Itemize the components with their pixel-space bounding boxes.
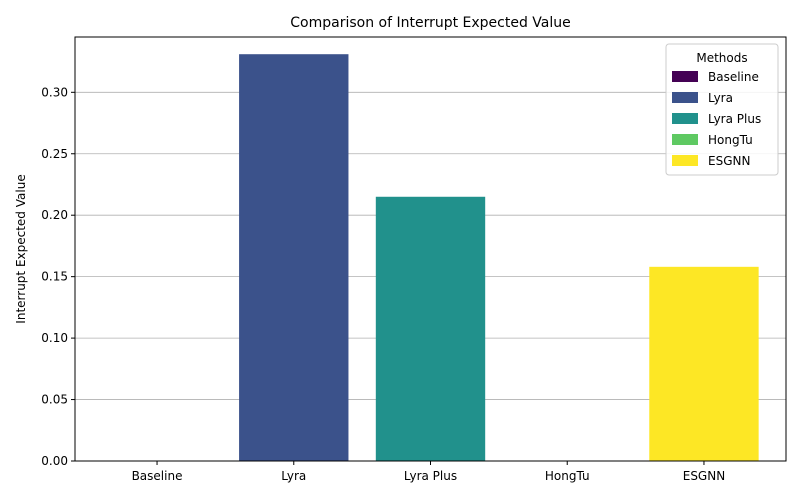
y-tick-label: 0.20	[41, 208, 68, 222]
legend-item-hongtu: HongTu	[672, 133, 753, 147]
y-tick-label: 0.25	[41, 147, 68, 161]
legend-item-lyra-plus: Lyra Plus	[672, 112, 761, 126]
legend-label: HongTu	[708, 133, 753, 147]
legend-title: Methods	[696, 51, 747, 65]
legend-item-baseline: Baseline	[672, 70, 759, 84]
y-tick-label: 0.10	[41, 331, 68, 345]
x-tick-label-lyra-plus: Lyra Plus	[404, 469, 457, 483]
bar-lyra-plus	[375, 196, 486, 461]
legend-swatch	[672, 113, 698, 124]
x-tick-label-hongtu: HongTu	[545, 469, 590, 483]
legend-swatch	[672, 155, 698, 166]
legend: Methods Baseline Lyra Lyra Plus HongTu ESGNN	[665, 43, 779, 176]
legend-item-esgnn: ESGNN	[672, 154, 750, 168]
x-tick-label-lyra: Lyra	[281, 469, 306, 483]
legend-label: Baseline	[708, 70, 759, 84]
bars	[239, 54, 759, 461]
y-axis-label: Interrupt Expected Value	[14, 174, 28, 323]
x-axis-ticks: Baseline Lyra Lyra Plus HongTu ESGNN	[132, 461, 725, 483]
chart-title: Comparison of Interrupt Expected Value	[290, 15, 571, 31]
legend-swatch	[672, 71, 698, 82]
y-axis-ticks: 0.00 0.05 0.10 0.15 0.20 0.25 0.30	[41, 85, 75, 468]
bar-esgnn	[649, 266, 759, 461]
legend-swatch	[672, 92, 698, 103]
legend-swatch	[672, 134, 698, 145]
legend-item-lyra: Lyra	[672, 91, 733, 105]
x-tick-label-baseline: Baseline	[132, 469, 183, 483]
legend-label: Lyra	[708, 91, 733, 105]
legend-label: Lyra Plus	[708, 112, 761, 126]
x-tick-label-esgnn: ESGNN	[683, 469, 725, 483]
bar-lyra	[239, 54, 349, 461]
y-tick-label: 0.00	[41, 454, 68, 468]
y-tick-label: 0.15	[41, 270, 68, 284]
y-tick-label: 0.30	[41, 85, 68, 99]
legend-label: ESGNN	[708, 154, 750, 168]
y-tick-label: 0.05	[41, 393, 68, 407]
